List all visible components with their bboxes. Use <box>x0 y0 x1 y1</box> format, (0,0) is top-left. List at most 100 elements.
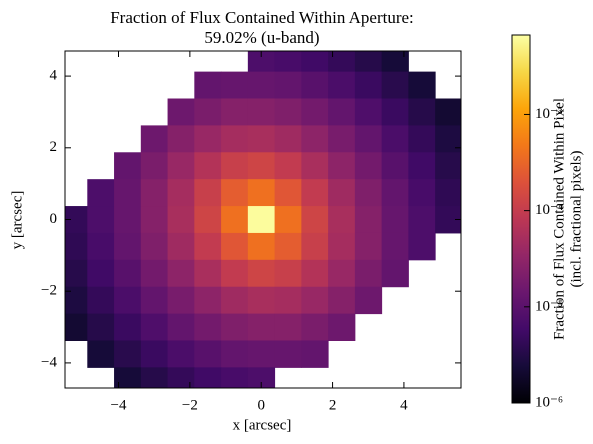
heatmap-cell <box>381 125 409 153</box>
x-axis-label: x [arcsec] <box>233 417 292 433</box>
colorbar-tick-label: 10⁻³ <box>535 106 563 122</box>
heatmap-cell <box>354 232 383 261</box>
heatmap-cell <box>114 367 142 388</box>
heatmap-cell <box>408 232 436 261</box>
heatmap-cell <box>247 51 276 73</box>
heatmap-cell <box>140 206 169 234</box>
heatmap-cell <box>328 206 356 234</box>
heatmap-cell <box>274 152 302 180</box>
heatmap-cell <box>87 286 115 315</box>
heatmap-cell <box>301 179 329 207</box>
heatmap-cell <box>328 232 356 261</box>
y-axis-label: y [arcsec] <box>9 191 25 250</box>
heatmap-cell <box>247 179 276 207</box>
heatmap-cell <box>167 286 195 315</box>
heatmap-cell <box>408 179 436 207</box>
heatmap-cell <box>435 125 461 153</box>
heatmap-cell <box>167 179 195 207</box>
heatmap-cell <box>247 313 276 341</box>
heatmap-cell <box>354 286 383 315</box>
chart-title: Fraction of Flux Contained Within Apertu… <box>110 8 414 27</box>
heatmap-cell <box>114 259 142 288</box>
heatmap-cell <box>354 125 383 153</box>
x-tick-label: −4 <box>111 397 127 413</box>
heatmap-cell <box>194 340 222 368</box>
heatmap-cell <box>221 340 249 368</box>
heatmap-cell <box>114 286 142 315</box>
heatmap-cell <box>328 259 356 288</box>
colorbar-label: (incl. fractional pixels) <box>568 150 584 287</box>
heatmap-cell <box>194 367 222 388</box>
heatmap-cell <box>167 367 195 388</box>
heatmap-cell <box>140 367 169 388</box>
heatmap-cell <box>354 206 383 234</box>
heatmap-cell <box>274 259 302 288</box>
heatmap-cell <box>167 232 195 261</box>
chart-subtitle: 59.02% (u-band) <box>204 28 319 47</box>
heatmap-cell <box>221 179 249 207</box>
heatmap-cell <box>301 206 329 234</box>
heatmap-cell <box>354 152 383 180</box>
heatmap-cell <box>167 206 195 234</box>
heatmap-cell <box>274 313 302 341</box>
y-tick-label: 2 <box>50 139 58 155</box>
heatmap-cell <box>381 152 409 180</box>
heatmap-cell <box>167 259 195 288</box>
heatmap-cell <box>65 259 88 288</box>
heatmap-cell <box>247 71 276 100</box>
heatmap-cell <box>354 259 383 288</box>
heatmap-cell <box>354 179 383 207</box>
heatmap-cell <box>87 206 115 234</box>
heatmap-cell <box>274 179 302 207</box>
colorbar-tick-label: 10⁻⁶ <box>535 394 563 410</box>
heatmap-cell <box>381 98 409 126</box>
heatmap-cell <box>140 259 169 288</box>
heatmap-cell <box>247 98 276 126</box>
heatmap-cell <box>274 340 302 368</box>
heatmap-cell <box>194 259 222 288</box>
heatmap-cell <box>381 179 409 207</box>
heatmap-cell <box>328 51 356 73</box>
heatmap-cell <box>140 286 169 315</box>
heatmap-cell <box>114 232 142 261</box>
heatmap-cell <box>328 71 356 100</box>
colorbar-tick-label: 10⁻⁵ <box>535 298 563 314</box>
heatmap-cell <box>274 98 302 126</box>
heatmap-cell <box>328 98 356 126</box>
heatmap-cell <box>381 206 409 234</box>
heatmap-cell <box>435 98 461 126</box>
heatmap-cell <box>408 98 436 126</box>
heatmap-cell <box>301 98 329 126</box>
heatmap-cell <box>167 152 195 180</box>
heatmap-cell <box>65 286 88 315</box>
heatmap-cell <box>221 71 249 100</box>
heatmap-cell <box>328 152 356 180</box>
heatmap-cell <box>167 340 195 368</box>
heatmap-cell <box>221 367 249 388</box>
heatmap-cell <box>114 206 142 234</box>
heatmap-cell <box>65 313 88 341</box>
y-tick-label: −4 <box>41 354 57 370</box>
heatmap-cell <box>114 313 142 341</box>
heatmap-cell <box>301 286 329 315</box>
heatmap-cell <box>247 232 276 261</box>
heatmap-cell <box>194 152 222 180</box>
heatmap-cell <box>194 232 222 261</box>
heatmap-cell <box>274 51 302 73</box>
heatmap-cell <box>435 179 461 207</box>
y-tick-label: 0 <box>50 211 58 227</box>
heatmap-cell <box>328 179 356 207</box>
heatmap-cell <box>194 125 222 153</box>
heatmap-cell <box>87 179 115 207</box>
heatmap-cell <box>274 232 302 261</box>
colorbar-label: Fraction of Flux Contained Within Pixel <box>551 98 567 340</box>
heatmap-cell <box>221 232 249 261</box>
heatmap-cell <box>247 125 276 153</box>
heatmap-cell <box>114 152 142 180</box>
colorbar-tick-label: 10⁻⁴ <box>535 202 563 218</box>
heatmap-cell <box>114 340 142 368</box>
y-tick-label: −2 <box>41 283 57 299</box>
heatmap-cell <box>65 206 88 234</box>
heatmap-cell <box>167 98 195 126</box>
heatmap-cell <box>65 232 88 261</box>
